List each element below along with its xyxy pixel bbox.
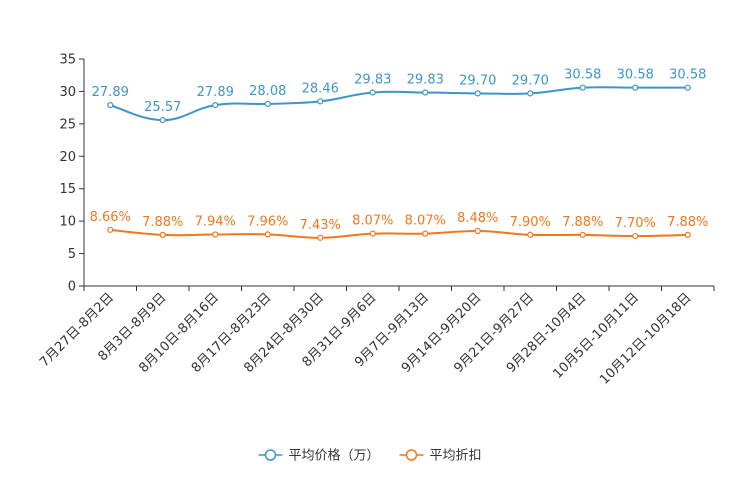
data-label: 8.48% <box>457 211 498 226</box>
y-tick-label: 0 <box>68 280 76 295</box>
legend-label: 平均折扣 <box>430 449 482 464</box>
y-tick-label: 20 <box>59 150 76 165</box>
data-point[interactable] <box>527 90 534 97</box>
data-label: 30.58 <box>617 68 654 83</box>
data-point[interactable] <box>474 90 481 97</box>
data-point[interactable] <box>159 231 166 238</box>
data-point[interactable] <box>579 84 586 91</box>
x-tick-label: 10月12日-10月18日 <box>597 290 694 387</box>
legend-marker-icon <box>405 449 418 461</box>
data-label: 29.83 <box>354 73 391 88</box>
y-tick-label: 25 <box>59 117 76 132</box>
data-point[interactable] <box>422 89 429 96</box>
data-point[interactable] <box>107 226 114 233</box>
data-label: 28.08 <box>249 84 286 99</box>
data-point[interactable] <box>107 102 114 109</box>
data-label: 30.58 <box>564 68 601 83</box>
data-label: 7.96% <box>247 214 288 229</box>
data-label: 7.70% <box>615 216 656 231</box>
data-point[interactable] <box>159 117 166 124</box>
data-label: 8.66% <box>90 210 131 225</box>
data-point[interactable] <box>527 231 534 238</box>
data-point[interactable] <box>632 84 639 91</box>
data-point[interactable] <box>369 89 376 96</box>
data-label: 29.83 <box>407 73 444 88</box>
data-point[interactable] <box>632 232 639 240</box>
data-label: 8.07% <box>352 214 393 229</box>
data-label: 27.89 <box>197 85 234 100</box>
data-label: 28.46 <box>302 81 339 96</box>
data-label: 25.57 <box>144 100 181 115</box>
data-label: 27.89 <box>92 85 129 100</box>
data-point[interactable] <box>579 231 586 238</box>
data-point[interactable] <box>317 98 324 105</box>
data-label: 29.70 <box>512 73 549 88</box>
data-label: 7.90% <box>510 215 551 230</box>
data-point[interactable] <box>369 230 376 237</box>
series-line-2 <box>110 228 688 239</box>
series-line-1 <box>109 86 688 122</box>
data-label: 7.88% <box>667 215 708 230</box>
legend-label: 平均价格（万） <box>289 448 380 464</box>
data-point[interactable] <box>264 100 271 107</box>
data-label: 7.43% <box>300 218 341 233</box>
data-point[interactable] <box>264 231 271 238</box>
y-tick-label: 10 <box>59 215 76 230</box>
data-point[interactable] <box>212 231 219 238</box>
data-label: 29.70 <box>459 73 496 88</box>
legend-item-1[interactable]: 平均价格（万） <box>258 448 380 464</box>
y-tick-label: 5 <box>68 247 76 262</box>
data-point[interactable] <box>474 227 481 235</box>
legend-marker-icon <box>264 449 277 461</box>
data-point[interactable] <box>422 230 429 237</box>
data-label: 30.58 <box>669 68 706 83</box>
data-label: 7.88% <box>562 215 603 230</box>
data-point[interactable] <box>317 234 324 241</box>
data-label: 7.88% <box>142 215 183 230</box>
y-tick-label: 15 <box>59 182 76 197</box>
data-label: 7.94% <box>195 215 236 230</box>
legend-item-2[interactable]: 平均折扣 <box>399 449 482 464</box>
y-tick-label: 30 <box>59 85 76 100</box>
data-point[interactable] <box>684 84 691 91</box>
data-point[interactable] <box>212 102 219 109</box>
y-tick-label: 35 <box>59 53 76 68</box>
data-point[interactable] <box>684 231 691 238</box>
data-label: 8.07% <box>405 214 446 229</box>
